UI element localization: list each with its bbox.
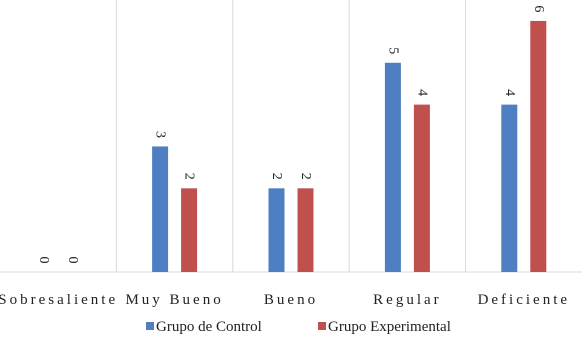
bar-experimental: [413, 104, 430, 272]
bar-control: [268, 188, 285, 272]
data-label: 0: [36, 257, 51, 264]
bar-control: [501, 104, 518, 272]
category-label: Muy Bueno: [125, 292, 223, 308]
data-label: 0: [65, 257, 80, 264]
data-label: 5: [385, 47, 400, 54]
bar-experimental: [297, 188, 314, 272]
legend-label-control: Grupo de Control: [156, 319, 262, 335]
category-label: Bueno: [264, 292, 318, 308]
bars-group: [152, 20, 547, 273]
data-label: 2: [298, 173, 313, 180]
data-label: 4: [414, 89, 429, 96]
category-labels-group: Sobresaliente Muy Bueno Bueno Regular Defici…: [0, 292, 570, 308]
data-label: 2: [269, 173, 284, 180]
category-label: Sobresaliente: [0, 292, 118, 308]
bar-control: [384, 62, 401, 273]
data-label: 2: [182, 173, 197, 180]
category-label: Regular: [373, 292, 441, 308]
bar-control: [152, 146, 169, 272]
legend-swatch-control: [146, 322, 154, 330]
data-label: 4: [502, 89, 517, 96]
data-label: 6: [531, 5, 546, 12]
bar-experimental: [181, 188, 198, 272]
category-separators: [115, 0, 467, 272]
category-label: Deficiente: [478, 292, 570, 308]
legend-swatch-experimental: [318, 322, 326, 330]
data-label: 3: [153, 131, 168, 138]
value-labels-group: 0 0 3 2 2 2 5 4 4 6: [36, 5, 546, 263]
bar-experimental: [530, 20, 547, 272]
legend-label-experimental: Grupo Experimental: [328, 319, 451, 335]
legend: Grupo de Control Grupo Experimental: [146, 319, 451, 335]
